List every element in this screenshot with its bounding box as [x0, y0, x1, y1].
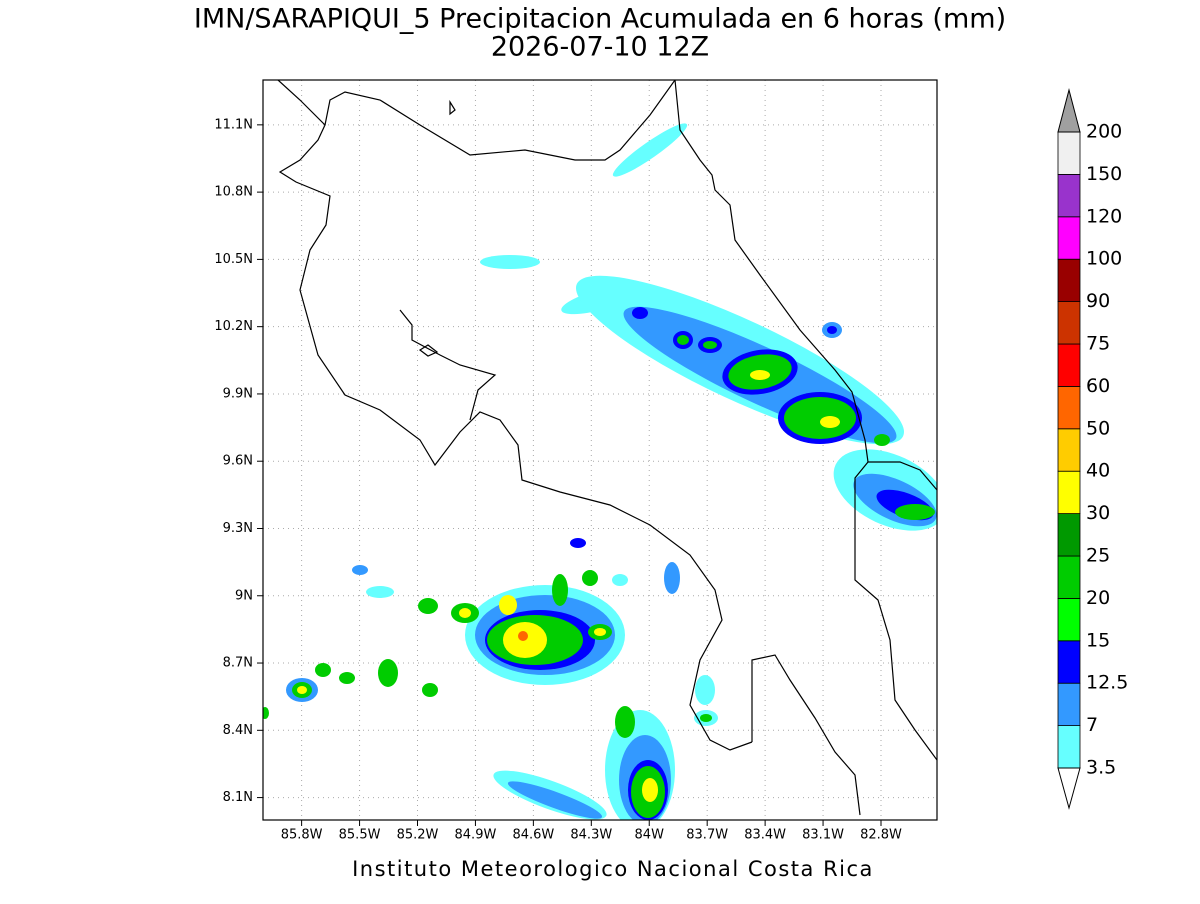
colorbar-label: 7 — [1086, 714, 1098, 736]
colorbar-under — [1057, 767, 1081, 810]
y-tick-label: 10.8N — [214, 185, 253, 200]
colorbar-over — [1057, 88, 1081, 133]
colorbar-box — [1057, 470, 1081, 515]
coastline — [277, 80, 937, 816]
colorbar-box — [1057, 173, 1081, 218]
colorbar-box — [1057, 385, 1081, 430]
colorbar-label: 25 — [1086, 545, 1110, 567]
precip-cluster-sw — [286, 538, 680, 702]
colorbar-box — [1057, 555, 1081, 599]
colorbar-box — [1057, 640, 1081, 684]
colorbar-label: 3.5 — [1086, 757, 1116, 779]
map-frame — [262, 79, 938, 821]
y-tick-label: 9.6N — [223, 454, 253, 469]
colorbar-box — [1057, 682, 1081, 727]
y-tick-label: 8.4N — [223, 723, 253, 738]
x-tick-label: 84.6W — [512, 828, 554, 843]
x-tick-label: 84.3W — [570, 828, 612, 843]
colorbar-box — [1057, 301, 1081, 345]
x-tick-label: 85.8W — [281, 828, 323, 843]
axes: 85.8W 85.5W 85.2W 84.9W 84.6W 84.3W 84W 83.7W 83… — [214, 117, 902, 842]
map-title: IMN/SARAPIQUI_5 Precipitacion Acumulada … — [194, 4, 1006, 35]
y-tick-label: 10.2N — [214, 319, 253, 334]
colorbar-box — [1057, 725, 1081, 769]
colorbar-label: 120 — [1086, 205, 1122, 227]
colorbar-box — [1057, 131, 1081, 175]
colorbar-box — [1057, 258, 1081, 303]
colorbar-box — [1057, 513, 1081, 557]
x-tick-label: 83.1W — [802, 828, 844, 843]
grid — [263, 80, 937, 820]
y-tick-label: 9.3N — [223, 521, 253, 536]
colorbar-label: 60 — [1086, 375, 1110, 397]
precip-band-ne — [480, 123, 937, 531]
precip-field — [263, 123, 937, 820]
precip-cluster-s — [263, 675, 718, 820]
x-tick-label: 84.9W — [455, 828, 497, 843]
colorbar-label: 20 — [1086, 587, 1110, 609]
colorbar-label: 50 — [1086, 417, 1110, 439]
x-tick-label: 85.5W — [339, 828, 381, 843]
colorbar-label: 90 — [1086, 290, 1110, 312]
colorbar-box — [1057, 216, 1081, 260]
map-subtitle: 2026-07-10 12Z — [491, 32, 709, 63]
y-tick-label: 10.5N — [214, 252, 253, 267]
colorbar-label: 30 — [1086, 502, 1110, 524]
x-tick-label: 82.8W — [860, 828, 902, 843]
x-tick-label: 83.7W — [686, 828, 728, 843]
colorbar-label: 200 — [1086, 121, 1122, 143]
colorbar-label: 100 — [1086, 248, 1122, 270]
colorbar-label: 150 — [1086, 163, 1122, 185]
x-tick-label: 85.2W — [397, 828, 439, 843]
colorbar-label: 12.5 — [1086, 672, 1128, 694]
y-tick-label: 8.7N — [223, 656, 253, 671]
y-tick-label: 9N — [235, 588, 253, 603]
colorbar-box — [1057, 428, 1081, 472]
colorbar-label: 75 — [1086, 333, 1110, 355]
colorbar-box — [1057, 343, 1081, 387]
y-tick-label: 9.9N — [223, 386, 253, 401]
colorbar: 3.5 7 12.5 15 20 25 30 40 50 60 75 90 100 120 150 200 — [1057, 88, 1128, 810]
footer: Instituto Meteorologico Nacional Costa R… — [352, 857, 874, 881]
colorbar-label: 40 — [1086, 460, 1110, 482]
colorbar-label: 15 — [1086, 629, 1110, 651]
x-tick-label: 84W — [635, 828, 665, 843]
colorbar-box — [1057, 598, 1081, 642]
y-tick-label: 11.1N — [214, 117, 253, 132]
x-tick-label: 83.4W — [744, 828, 786, 843]
y-tick-label: 8.1N — [223, 790, 253, 805]
